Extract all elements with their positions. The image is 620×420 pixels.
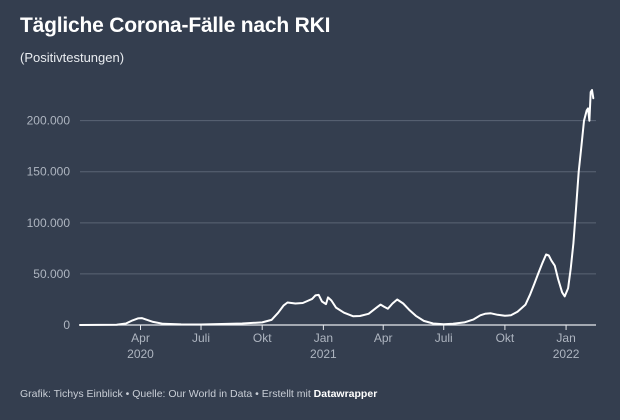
chart-title: Tägliche Corona-Fälle nach RKI — [20, 14, 331, 37]
footer-brand: Datawrapper — [313, 388, 378, 400]
x-tick-year-label: 2022 — [553, 347, 580, 361]
series-line-cases — [79, 89, 595, 326]
y-tick-label: 50.000 — [33, 267, 70, 281]
y-tick-label: 200.000 — [27, 114, 71, 128]
x-tick-label: Apr — [374, 331, 393, 345]
x-tick-label: Juli — [435, 331, 453, 345]
x-tick-label: Okt — [496, 331, 515, 345]
series-layer — [79, 89, 595, 326]
footer-credit: Grafik: Tichys Einblick • Quelle: Our Wo… — [20, 388, 377, 400]
x-tick-label: Apr — [131, 331, 150, 345]
chart-subtitle: (Positivtestungen) — [20, 50, 125, 65]
x-tick-label: Okt — [253, 331, 272, 345]
grid-lines — [80, 120, 596, 326]
x-tick-label: Jan — [556, 331, 575, 345]
x-tick-label: Juli — [192, 331, 210, 345]
footer-text: Grafik: Tichys Einblick • Quelle: Our Wo… — [20, 388, 314, 400]
x-tick-year-label: 2021 — [310, 347, 337, 361]
y-axis-ticks: 0 50.000 100.000 150.000 200.000 — [27, 114, 71, 332]
y-tick-label: 150.000 — [27, 165, 71, 179]
y-tick-label: 0 — [63, 318, 70, 332]
x-tick-label: Jan — [314, 331, 333, 345]
x-axis-ticks: Apr 2020 Juli Okt Jan 2021 Apr Juli Okt Jan 2022 — [127, 325, 580, 361]
x-tick-year-label: 2020 — [127, 347, 154, 361]
y-tick-label: 100.000 — [27, 216, 71, 230]
